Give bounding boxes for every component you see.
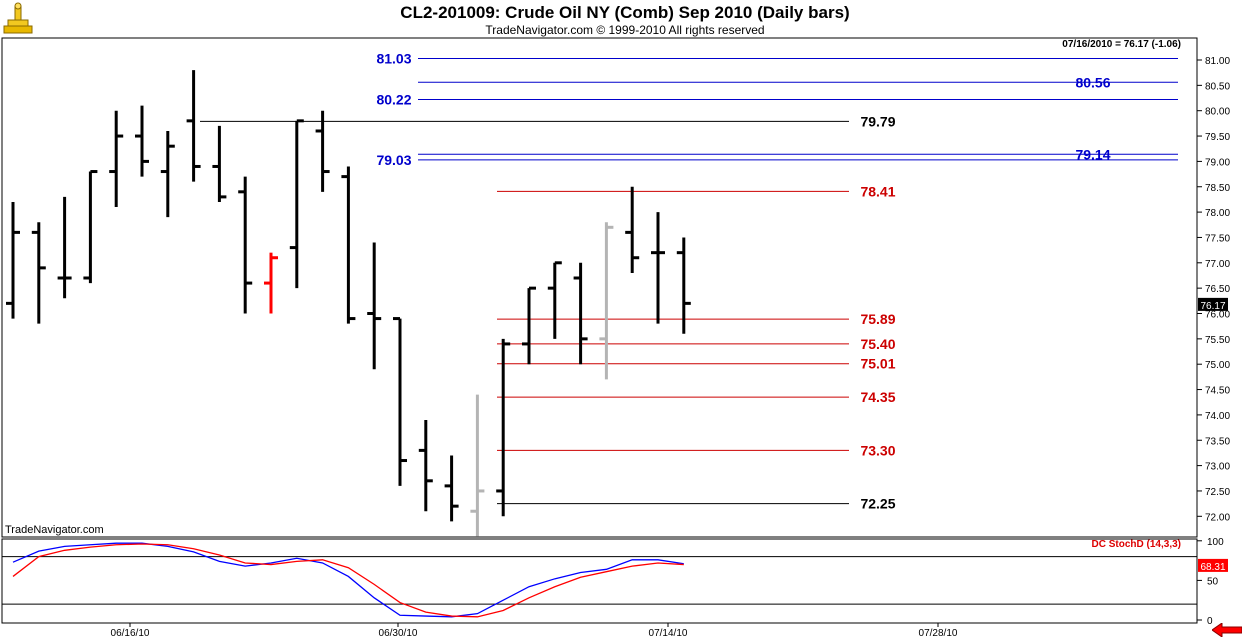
- price-tick-label: 76.00: [1205, 310, 1230, 321]
- price-level-label: 78.41: [860, 183, 895, 199]
- price-panel: [1, 37, 1198, 538]
- price-tick-label: 75.00: [1205, 360, 1230, 371]
- stoch-value-badge: 68.31: [1198, 558, 1228, 573]
- price-tick-label: 79.50: [1205, 132, 1230, 143]
- price-level-label: 79.03: [376, 152, 411, 168]
- price-level-label: 75.01: [860, 356, 895, 372]
- price-tick-label: 73.50: [1205, 436, 1230, 447]
- price-axis: 72.00 72.50 73.00 73.50 74.00 74.50 75.00 75.50…: [1197, 56, 1230, 523]
- stoch-panel: [1, 538, 1198, 624]
- date-axis: 06/16/10 06/30/10 07/14/10 07/28/10: [111, 623, 958, 639]
- ohlc-bar: [625, 186, 640, 273]
- price-level-label: 75.89: [860, 311, 895, 327]
- price-tick-label: 77.00: [1205, 259, 1230, 270]
- stochastic-panel: 0 50 100: [2, 537, 1224, 627]
- price-levels: 81.03 80.56 80.22 79.79 79.14 79.03 78.41 75.89…: [200, 50, 1178, 512]
- ohlc-bar: [264, 252, 278, 314]
- stoch-tick-label: 100: [1207, 537, 1224, 548]
- date-tick-label: 06/30/10: [379, 628, 418, 639]
- ohlc-bar: [6, 201, 20, 319]
- chart-frame: [1, 37, 1198, 624]
- stoch-series-blue: [12, 542, 684, 618]
- ohlc-bar: [651, 212, 665, 324]
- trade-navigator-logo-icon: [2, 2, 34, 36]
- ohlc-bar: [547, 261, 562, 339]
- price-tick-label: 77.50: [1205, 233, 1230, 244]
- price-info-label: 07/16/2010 = 76.17 (-1.06): [1062, 39, 1181, 50]
- stoch-value-text: 68.31: [1200, 562, 1225, 573]
- price-level-label: 81.03: [376, 50, 411, 66]
- price-level-label: 72.25: [860, 496, 895, 512]
- price-tick-label: 73.00: [1205, 462, 1230, 473]
- ohlc-bar: [341, 166, 356, 324]
- price-level-label: 79.79: [860, 113, 895, 129]
- stoch-tick-label: 0: [1207, 616, 1213, 627]
- ohlc-bar: [186, 70, 201, 182]
- last-price-badge: 76.17: [1198, 297, 1228, 312]
- ohlc-bar: [444, 455, 459, 522]
- ohlc-bar: [599, 222, 614, 380]
- price-tick-label: 74.50: [1205, 386, 1230, 397]
- ohlc-bar: [212, 125, 227, 202]
- date-tick-label: 07/14/10: [649, 628, 688, 639]
- price-tick-label: 72.50: [1205, 487, 1230, 498]
- ohlc-bar: [160, 130, 175, 218]
- ohlc-bar: [289, 119, 304, 289]
- ohlc-bar: [676, 237, 691, 334]
- ohlc-bar: [109, 110, 124, 208]
- price-tick-label: 80.00: [1205, 107, 1230, 118]
- price-tick-label: 75.50: [1205, 335, 1230, 346]
- stoch-tick-label: 50: [1207, 576, 1219, 587]
- ohlc-bar: [83, 170, 98, 284]
- stochastic-name-label: DC StochD (14,3,3): [1092, 539, 1181, 550]
- price-tick-label: 78.50: [1205, 183, 1230, 194]
- date-tick-label: 06/16/10: [111, 628, 150, 639]
- price-level-label: 80.22: [376, 92, 411, 108]
- ohlc-bar: [315, 110, 330, 192]
- ohlc-bar: [496, 338, 511, 517]
- price-level-label: 79.14: [1075, 146, 1110, 162]
- price-level-label: 80.56: [1075, 74, 1110, 90]
- chart-header: CL2-201009: Crude Oil NY (Comb) Sep 2010…: [0, 0, 1250, 40]
- ohlc-bar: [393, 317, 407, 486]
- price-tick-label: 80.50: [1205, 81, 1230, 92]
- price-level-label: 74.35: [860, 389, 895, 405]
- watermark-text: TradeNavigator.com: [5, 524, 104, 536]
- ohlc-bar: [522, 286, 536, 365]
- scroll-left-arrow-icon[interactable]: [1211, 622, 1243, 638]
- ohlc-bar: [367, 242, 382, 370]
- ohlc-bar: [573, 262, 588, 365]
- last-price-text: 76.17: [1200, 301, 1225, 312]
- price-tick-label: 72.00: [1205, 512, 1230, 523]
- ohlc-bar: [57, 196, 72, 299]
- price-tick-label: 79.00: [1205, 157, 1230, 168]
- price-tick-label: 78.00: [1205, 208, 1230, 219]
- ohlc-bar: [238, 176, 253, 314]
- chart-subtitle: TradeNavigator.com © 1999-2010 All right…: [485, 23, 765, 37]
- ohlc-bar: [470, 394, 485, 537]
- date-tick-label: 07/28/10: [919, 628, 958, 639]
- price-tick-label: 81.00: [1205, 56, 1230, 67]
- price-tick-label: 76.50: [1205, 284, 1230, 295]
- price-level-label: 75.40: [860, 336, 895, 352]
- price-tick-label: 74.00: [1205, 411, 1230, 422]
- ohlc-bar: [31, 222, 46, 324]
- ohlc-bar: [418, 419, 433, 512]
- chart-title: CL2-201009: Crude Oil NY (Comb) Sep 2010…: [400, 3, 850, 22]
- ohlc-bar: [135, 105, 149, 177]
- price-level-label: 73.30: [860, 442, 895, 458]
- price-bars: [6, 70, 691, 537]
- stoch-series-red: [12, 543, 684, 618]
